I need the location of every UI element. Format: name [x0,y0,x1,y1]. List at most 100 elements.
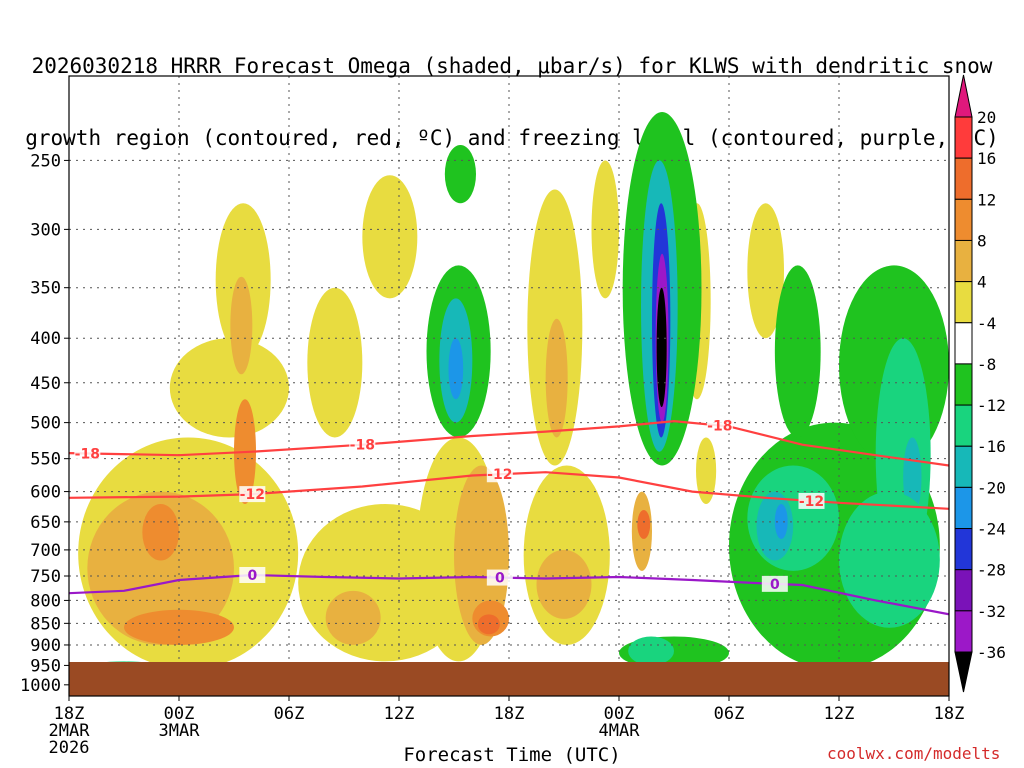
contour-label: 0 [247,568,257,584]
omega-field [78,112,949,672]
isotherm-contours: -18 -18 -18 -12 -12 -12 0 0 0 [69,417,949,616]
omega-cell [774,265,821,438]
contour-label: 0 [770,577,780,593]
omega-cell [477,614,500,635]
y-tick-label: 700 [30,541,61,561]
source-credit: coolwx.com/modelts [827,744,1001,763]
omega-cell [169,338,289,438]
colorbar-tick-label: 12 [977,190,996,209]
colorbar-swatch [954,281,973,324]
chart-title-line2: growth region (contoured, red, ºC) and f… [25,126,999,150]
omega-cell [656,287,667,408]
y-tick-label: 600 [30,483,61,503]
chart-title-line1: 2026030218 HRRR Forecast Omega (shaded, … [31,54,993,78]
y-tick-label: 500 [30,414,61,434]
colorbar-tick-label: -24 [977,520,1006,539]
colorbar-tick-label: 4 [977,273,987,292]
omega-cell [637,510,651,539]
x-tick-label: 18Z [494,704,525,724]
x-tick-label: 18Z [54,704,85,724]
x-tick-sublabel: 2MAR [49,721,91,741]
contour-label-bg [706,417,733,434]
omega-cell [87,491,234,645]
colorbar-swatch [954,157,973,200]
colorbar-tick-label: -28 [977,561,1006,580]
y-tick-label: 750 [30,567,61,587]
contour-label: -12 [487,467,512,483]
x-tick-label: 06Z [274,704,305,724]
x-tick-label: 06Z [714,704,745,724]
ground-layer [69,662,949,696]
colorbar-bottom-arrow [954,651,973,693]
omega-cell [325,590,381,645]
x-tick-label: 00Z [604,704,635,724]
y-tick-label: 400 [30,329,61,349]
contour-label-bg [74,445,101,462]
y-tick-label: 900 [30,636,61,656]
colorbar-swatch [954,569,973,612]
omega-cell [230,276,253,375]
colorbar: 20 16 12 8 4 -4 -8 -12 -16 -20 -24 -28 -32 -36 [954,74,1006,693]
contour-label: -12 [799,494,824,510]
colorbar-tick-label: -12 [977,396,1006,415]
colorbar-swatch [954,198,973,241]
x-tick-sublabel: 2026 [49,738,90,758]
omega-cell [628,636,674,666]
contour-label-bg [349,436,376,453]
colorbar-tick-label: -16 [977,437,1006,456]
y-tick-label: 250 [30,151,61,171]
contour-label-bg [486,466,513,483]
y-tick-label: 300 [30,220,61,240]
omega-cell [307,287,363,438]
colorbar-tick-label: 20 [977,108,996,127]
colorbar-tick-label: -4 [977,314,996,333]
omega-cell [454,465,509,645]
y-tick-label: 1000 [20,676,61,696]
contour-label: -18 [707,419,732,435]
contour-label-bg [798,492,825,509]
colorbar-swatch [954,404,973,447]
x-tick-label: 12Z [384,704,415,724]
x-tick-label: 12Z [824,704,855,724]
colorbar-swatch [954,116,973,159]
omega-cell [839,491,940,628]
chart-title: 2026030218 HRRR Forecast Omega (shaded, … [0,6,1024,174]
colorbar-swatch [954,528,973,571]
omega-cell [591,160,619,299]
y-tick-label: 550 [30,450,61,470]
omega-cell [696,437,717,504]
contour-label: -18 [350,438,375,454]
omega-cell [142,503,180,561]
y-tick-label: 450 [30,374,61,394]
colorbar-swatch [954,363,973,406]
omega-cell [545,318,568,438]
y-tick-label: 800 [30,591,61,611]
colorbar-swatch [954,239,973,283]
contour-label: -18 [75,446,100,462]
colorbar-tick-label: -32 [977,602,1006,621]
omega-cell [747,203,785,339]
colorbar-top-arrow [954,74,973,118]
y-tick-label: 350 [30,279,61,299]
colorbar-tick-label: 8 [977,231,987,250]
colorbar-tick-label: 16 [977,149,996,168]
omega-cell [124,609,234,645]
y-tick-label: 950 [30,656,61,676]
omega-cell [536,549,592,619]
y-tick-label: 650 [30,513,61,533]
x-tick-label: 00Z [164,704,195,724]
colorbar-tick-label: -20 [977,478,1006,497]
x-tick-sublabel: 3MAR [159,721,201,741]
contour-label: -12 [240,487,265,503]
colorbar-swatch [954,610,973,653]
contour-label: 0 [495,571,505,587]
colorbar-swatch [954,445,973,488]
omega-cell [774,503,788,539]
colorbar-swatch [954,322,973,365]
omega-cell [444,144,476,204]
pressure-axis: 2503003504004505005506006507007508008509… [20,151,69,696]
colorbar-tick-label: -36 [977,643,1006,662]
colorbar-swatch [954,486,973,530]
